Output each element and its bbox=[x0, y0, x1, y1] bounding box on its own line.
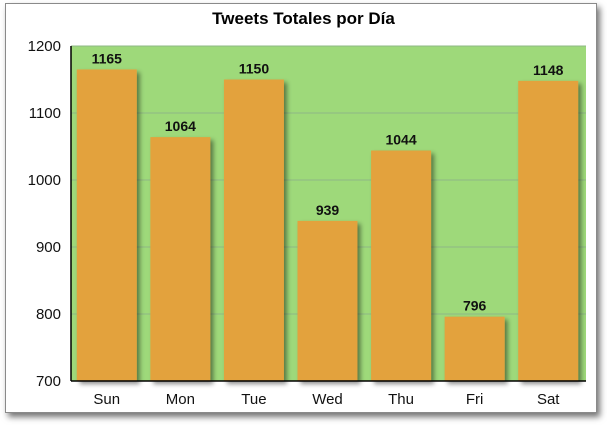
chart-title: Tweets Totales por Día bbox=[212, 9, 395, 28]
bar bbox=[223, 79, 284, 381]
bar bbox=[76, 69, 137, 381]
bar bbox=[371, 150, 432, 381]
data-label: 1064 bbox=[165, 118, 196, 134]
data-label: 796 bbox=[463, 298, 487, 314]
y-tick-label: 1200 bbox=[28, 38, 61, 55]
x-tick-label: Sat bbox=[537, 391, 560, 408]
y-tick-labels: 700 800 900 1000 1100 1200 bbox=[28, 38, 61, 390]
axes bbox=[70, 46, 586, 382]
bar bbox=[518, 80, 579, 381]
bars bbox=[76, 69, 579, 381]
data-label: 1044 bbox=[385, 132, 416, 148]
x-tick-label: Tue bbox=[241, 391, 266, 408]
x-tick-label: Mon bbox=[166, 391, 195, 408]
y-tick-label: 1000 bbox=[28, 172, 61, 189]
data-label: 1148 bbox=[533, 62, 564, 78]
data-label: 1150 bbox=[239, 61, 270, 77]
x-tick-label: Fri bbox=[466, 391, 484, 408]
x-tick-labels: Sun Mon Tue Wed Thu Fri Sat bbox=[93, 391, 560, 408]
bar bbox=[297, 220, 358, 381]
y-tick-label: 1100 bbox=[29, 105, 61, 122]
y-tick-label: 900 bbox=[36, 239, 61, 256]
data-label: 939 bbox=[316, 202, 340, 218]
x-tick-label: Thu bbox=[388, 391, 414, 408]
data-label: 1165 bbox=[92, 50, 123, 66]
bar bbox=[444, 316, 505, 381]
bar bbox=[150, 137, 211, 381]
x-tick-label: Wed bbox=[312, 391, 343, 408]
x-tick-label: Sun bbox=[93, 391, 120, 408]
data-labels: 1165 1064 1150 939 1044 796 1148 bbox=[92, 50, 564, 313]
y-tick-label: 700 bbox=[36, 373, 61, 390]
y-tick-label: 800 bbox=[36, 306, 61, 323]
